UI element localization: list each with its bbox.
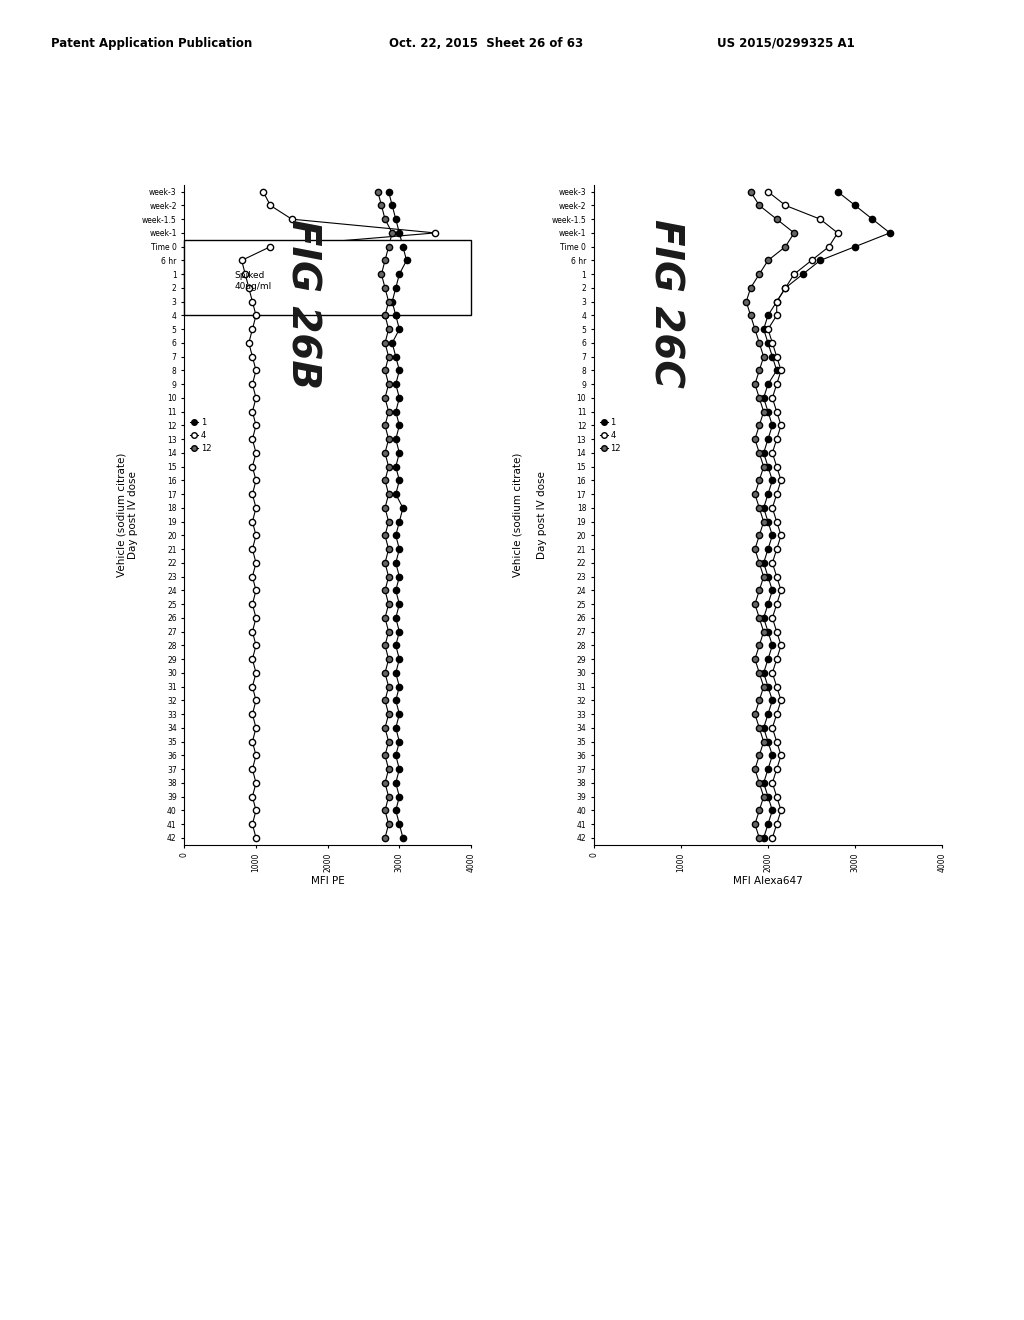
Text: Vehicle (sodium citrate): Vehicle (sodium citrate) <box>512 453 522 577</box>
Text: US 2015/0299325 A1: US 2015/0299325 A1 <box>717 37 855 50</box>
Text: Spiked
40ug/ml: Spiked 40ug/ml <box>234 272 271 290</box>
X-axis label: MFI PE: MFI PE <box>311 876 344 886</box>
Bar <box>184 240 471 315</box>
Text: FIG 26B: FIG 26B <box>283 219 322 388</box>
Text: FIG 26C: FIG 26C <box>646 219 685 388</box>
Text: Vehicle (sodium citrate): Vehicle (sodium citrate) <box>117 453 126 577</box>
Y-axis label: Day post IV dose: Day post IV dose <box>538 471 548 558</box>
Legend: 1, 4, 12: 1, 4, 12 <box>598 416 623 455</box>
Legend: 1, 4, 12: 1, 4, 12 <box>188 416 213 455</box>
X-axis label: MFI Alexa647: MFI Alexa647 <box>733 876 803 886</box>
Y-axis label: Day post IV dose: Day post IV dose <box>128 471 138 558</box>
Text: Patent Application Publication: Patent Application Publication <box>51 37 253 50</box>
Text: Oct. 22, 2015  Sheet 26 of 63: Oct. 22, 2015 Sheet 26 of 63 <box>389 37 584 50</box>
